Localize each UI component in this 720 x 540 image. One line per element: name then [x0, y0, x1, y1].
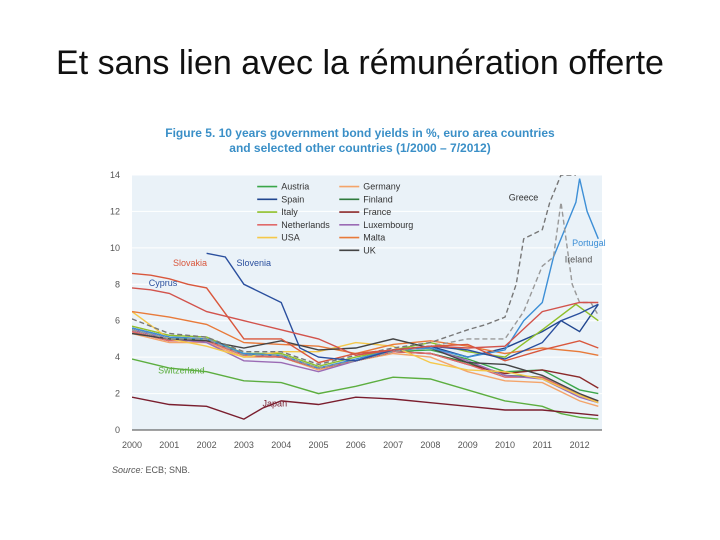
annotation-slovakia: Slovakia: [173, 258, 207, 268]
series-line-portugal: [132, 178, 599, 369]
x-tick-label-2004: 2004: [271, 440, 291, 450]
legend-label-uk: UK: [363, 245, 376, 255]
x-tick-label-2003: 2003: [234, 440, 254, 450]
x-tick-label-2000: 2000: [122, 440, 142, 450]
y-tick-label-8: 8: [115, 279, 120, 289]
source-text: ECB; SNB.: [143, 465, 191, 475]
legend-label-germany: Germany: [363, 182, 401, 192]
y-tick-label-14: 14: [110, 170, 120, 180]
legend-label-austria: Austria: [281, 182, 309, 192]
series-line-malta: [132, 310, 599, 356]
x-tick-label-2010: 2010: [495, 440, 515, 450]
x-tick-label-2006: 2006: [346, 440, 366, 450]
x-tick-label-2007: 2007: [383, 440, 403, 450]
x-tick-label-2008: 2008: [420, 440, 440, 450]
legend-label-italy: Italy: [281, 207, 298, 217]
y-tick-label-6: 6: [115, 316, 120, 326]
annotation-japan: Japan: [263, 398, 288, 408]
annotation-slovenia: Slovenia: [236, 258, 271, 268]
annotation-portugal: Portugal: [572, 238, 606, 248]
series-line-usa: [132, 311, 599, 404]
x-tick-label-2009: 2009: [458, 440, 478, 450]
legend-label-finland: Finland: [363, 194, 393, 204]
series-line-ireland: [132, 202, 599, 369]
annotation-switzerland: Switzerland: [158, 366, 205, 376]
x-tick-label-2005: 2005: [308, 440, 328, 450]
x-tick-label-2002: 2002: [197, 440, 217, 450]
x-tick-label-2011: 2011: [533, 440, 552, 450]
legend-label-france: France: [363, 207, 391, 217]
plot-area: [132, 175, 602, 430]
legend-label-usa: USA: [281, 233, 300, 243]
figure-title-line-2: and selected other countries (1/2000 – 7…: [229, 141, 491, 155]
figure-title-line-1: Figure 5. 10 years government bond yield…: [165, 126, 555, 140]
source-label: Source:: [112, 465, 144, 475]
y-tick-label-10: 10: [110, 243, 120, 253]
y-tick-label-4: 4: [115, 352, 120, 362]
x-tick-label-2001: 2001: [159, 440, 179, 450]
series-line-greece: [132, 175, 576, 366]
x-tick-label-2012: 2012: [570, 440, 590, 450]
series-line-japan: [132, 396, 599, 420]
annotation-ireland: Ireland: [565, 254, 593, 264]
y-tick-label-12: 12: [110, 206, 120, 216]
legend-label-netherlands: Netherlands: [281, 220, 330, 230]
figure-title: Figure 5. 10 years government bond yield…: [120, 126, 600, 156]
annotation-cyprus: Cyprus: [149, 278, 178, 288]
legend-label-luxembourg: Luxembourg: [363, 220, 413, 230]
legend-label-spain: Spain: [281, 194, 304, 204]
figure-source: Source: ECB; SNB.: [112, 465, 190, 475]
series-line-slovakia: [132, 272, 599, 364]
legend-label-malta: Malta: [363, 233, 385, 243]
bond-yield-chart: 0 2 4 6 8 10 12 14 2000 2001 2002 2003 2004 2005 2006 2…: [110, 170, 606, 450]
y-tick-label-2: 2: [115, 389, 120, 399]
series-line-cyprus: [132, 287, 599, 357]
y-tick-label-0: 0: [115, 425, 120, 435]
annotation-greece: Greece: [509, 193, 539, 203]
slide-title: Et sans lien avec la rémunération offert…: [56, 44, 664, 82]
